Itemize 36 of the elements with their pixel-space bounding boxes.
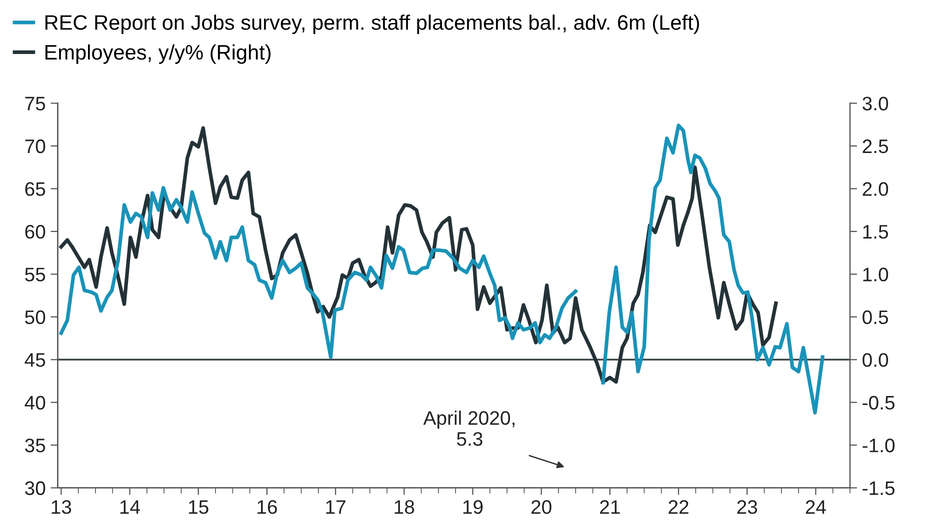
legend-label: Employees, y/y% (Right): [45, 44, 271, 64]
y-tick-label: 40: [24, 396, 46, 410]
y2-tick-label: -1.0: [862, 438, 895, 452]
y2-tick-label: 2.5: [862, 139, 888, 154]
x-tick-label: 19: [463, 500, 483, 514]
y-tick-label: 30: [25, 481, 46, 496]
y-tick-label: 55: [25, 268, 46, 282]
y2-tick-label: 3.0: [862, 96, 888, 110]
y2-tick-label: 0.0: [862, 353, 888, 367]
x-tick-label: 17: [326, 500, 346, 514]
y2-tick-label: -1.5: [862, 482, 894, 496]
y-tick-label: 60: [25, 224, 46, 239]
y2-tick-label: 0.5: [862, 310, 888, 324]
x-tick-label: 18: [394, 500, 414, 514]
y2-tick-label: 2.0: [862, 182, 888, 196]
x-tick-label: 16: [258, 500, 277, 514]
y-tick-label: 50: [25, 310, 46, 324]
line-series: [59, 126, 778, 384]
y-tick-label: 65: [25, 182, 46, 196]
y2-tick-label: -0.5: [862, 396, 894, 410]
x-tick-label: 13: [52, 500, 72, 514]
x-tick-label: 20: [531, 500, 552, 514]
x-tick-label: 24: [806, 500, 826, 514]
x-tick-label: 15: [189, 500, 208, 514]
y-tick-label: 35: [25, 438, 46, 452]
y2-tick-label: 1.5: [863, 225, 888, 239]
x-tick-label: 22: [668, 500, 688, 514]
y-tick-label: 75: [25, 96, 46, 110]
y-tick-label: 45: [24, 353, 46, 367]
legend-label: REC Report on Jobs survey, perm. staff placements bal., adv. 6m (Left): [45, 14, 700, 34]
x-tick-label: 23: [737, 500, 758, 514]
x-tick-label: 14: [120, 500, 140, 514]
annotation: April 2020, 5.3: [423, 410, 514, 446]
y-tick-label: 70: [25, 139, 46, 154]
x-tick-label: 21: [600, 500, 620, 514]
y2-tick-label: 1.0: [863, 268, 888, 282]
